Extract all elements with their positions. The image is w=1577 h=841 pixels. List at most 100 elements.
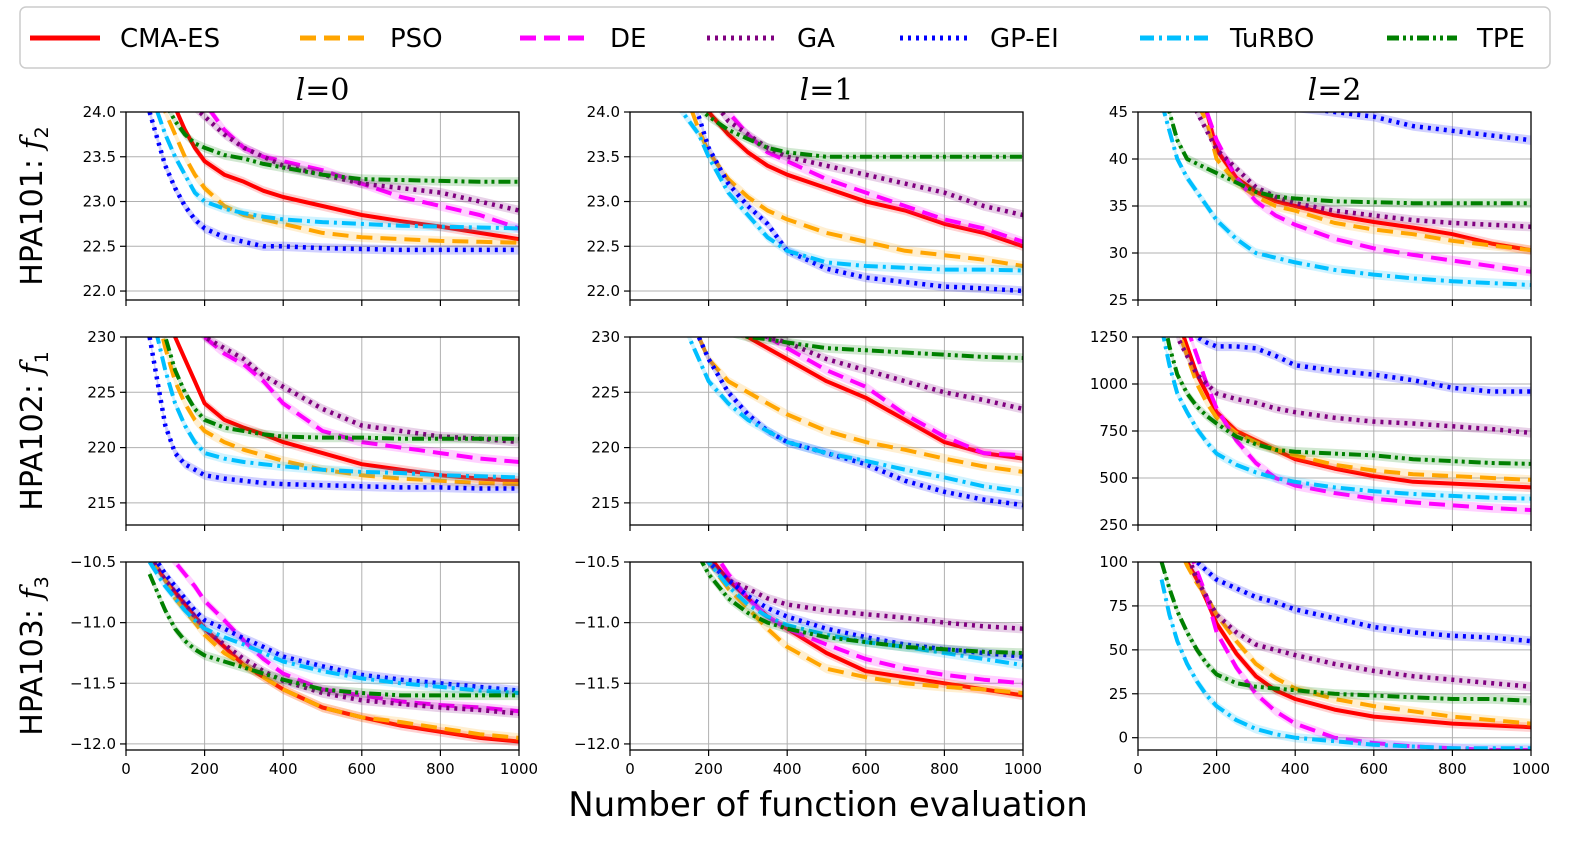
series-ga <box>1194 112 1531 232</box>
x-tick-label: 1000 <box>1512 760 1550 778</box>
y-tick-label: 23.5 <box>83 148 116 166</box>
y-tick-label: −10.5 <box>70 553 116 571</box>
y-tick-label: 30 <box>1109 244 1128 262</box>
line-pso <box>151 562 519 740</box>
series-pso <box>706 562 1023 698</box>
panel-r1-c2: 250 500 750 1000 1250 <box>1090 328 1532 534</box>
x-tick-label: 400 <box>269 760 298 778</box>
y-tick-label: −11.0 <box>70 614 116 632</box>
line-gp-ei <box>705 562 1023 659</box>
line-tpe <box>1165 337 1531 466</box>
panel-frame <box>125 336 520 526</box>
line-ga <box>201 337 519 445</box>
row-label-2: HPA103: f3 <box>15 576 53 735</box>
line-cma-es <box>706 112 1023 249</box>
panel-frame <box>125 561 520 751</box>
series-gp-ei <box>154 562 519 696</box>
series-tpe <box>699 562 1023 658</box>
line-de <box>763 337 1023 458</box>
y-tick-label: −11.5 <box>70 674 116 692</box>
line-de <box>1188 337 1531 512</box>
x-tick-label: 400 <box>773 760 802 778</box>
series-pso <box>160 337 519 489</box>
line-turbo <box>686 337 1023 494</box>
series-tpe <box>1167 112 1531 208</box>
series-turbo <box>147 562 519 698</box>
legend-label-turbo: TuRBO <box>1229 24 1314 54</box>
series-gp-ei <box>147 112 519 255</box>
series-turbo <box>155 337 519 483</box>
y-tick-label: 24.0 <box>83 103 116 121</box>
series-pso <box>1199 112 1531 255</box>
line-de <box>172 562 519 714</box>
series-ga <box>194 112 519 216</box>
line-ga <box>1187 562 1531 689</box>
series-tpe <box>731 337 1023 363</box>
band-tpe <box>149 569 519 701</box>
band-cma-es <box>739 337 1023 464</box>
line-tpe <box>1159 562 1531 703</box>
y-tick-label: −12.0 <box>70 735 116 753</box>
y-tick-label: 22.5 <box>587 237 620 255</box>
line-tpe <box>1167 112 1531 206</box>
line-pso <box>160 337 519 487</box>
x-tick-label: 0 <box>1133 760 1143 778</box>
y-tick-label: −11.5 <box>574 674 620 692</box>
panel-frame <box>629 111 1024 301</box>
panel-frame <box>1137 336 1532 526</box>
y-tick-label: 45 <box>1109 103 1128 121</box>
x-tick-label: 800 <box>930 760 959 778</box>
y-tick-label: 22.5 <box>83 237 116 255</box>
series-de <box>1204 112 1531 277</box>
panel-frame <box>629 561 1024 751</box>
series-tpe <box>167 112 519 187</box>
band-de <box>1204 112 1531 277</box>
series-gp-ei <box>1295 112 1531 145</box>
series-ga <box>718 112 1023 220</box>
legend-label-ga: GA <box>797 24 835 54</box>
band-gp-ei <box>1295 112 1531 145</box>
band-tpe <box>699 562 1023 658</box>
line-turbo <box>155 112 519 231</box>
legend-frame <box>19 6 1551 69</box>
y-tick-label: 23.5 <box>587 148 620 166</box>
line-pso <box>1199 112 1531 253</box>
band-ga <box>200 337 519 447</box>
line-turbo <box>1159 579 1531 750</box>
band-ga <box>718 112 1023 220</box>
y-tick-label: 220 <box>591 439 620 457</box>
series-turbo <box>1162 112 1531 290</box>
line-gp-ei <box>1194 337 1531 394</box>
x-tick-label: 0 <box>625 760 635 778</box>
series-ga <box>1174 337 1531 438</box>
chart-panels: 22.0 22.5 23.0 23.5 24.0 22.0 22.5 23.0 23.5 24.0… <box>70 103 1550 778</box>
panel-frame <box>1137 561 1532 751</box>
line-ga <box>1174 337 1531 436</box>
line-ga <box>1194 112 1531 229</box>
series-de <box>1188 337 1531 515</box>
panel-r0-c2: 25 30 35 40 45 <box>1109 103 1532 309</box>
panel-r2-c0: 0 200 400 600 800 1000 −12.0 −11.5 −11.0 −10.5 <box>70 553 538 778</box>
y-tick-label: 23.0 <box>83 193 116 211</box>
series-ga <box>704 562 1023 634</box>
band-ga <box>1188 562 1531 692</box>
series-turbo <box>679 112 1023 276</box>
line-tpe <box>740 337 1023 360</box>
x-tick-label: 800 <box>426 760 455 778</box>
series-cma-es <box>706 112 1023 251</box>
y-tick-label: 22.0 <box>83 282 116 300</box>
series-turbo <box>704 562 1023 670</box>
y-tick-label: 1250 <box>1090 328 1128 346</box>
series-de <box>202 337 519 467</box>
series-tpe <box>1165 337 1531 469</box>
line-turbo <box>706 562 1023 668</box>
column-title-0: l=0 <box>296 73 350 108</box>
series-pso <box>150 562 519 743</box>
y-tick-label: 0 <box>1118 729 1128 747</box>
series-cma-es <box>172 337 519 486</box>
y-tick-label: 215 <box>591 494 620 512</box>
line-pso <box>1183 562 1531 726</box>
line-de <box>718 562 1023 686</box>
y-tick-label: −10.5 <box>574 553 620 571</box>
